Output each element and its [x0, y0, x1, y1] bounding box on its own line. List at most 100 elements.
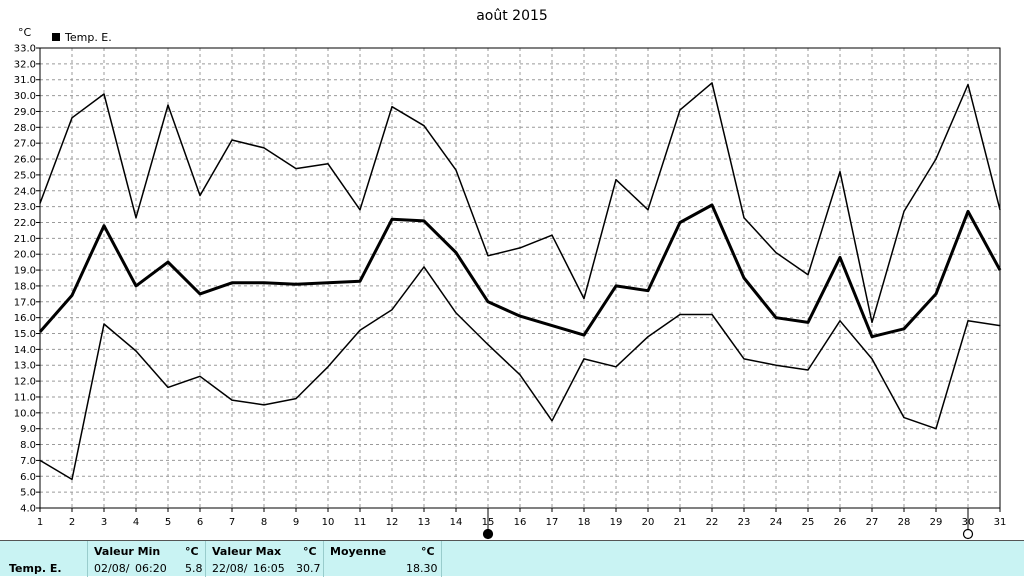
data-point	[807, 369, 809, 371]
data-point	[167, 104, 169, 106]
min-label: Valeur Min	[94, 545, 161, 558]
data-point	[903, 416, 905, 419]
y-tick-label: 18.0	[14, 281, 36, 292]
y-tick-label: 14.0	[14, 345, 36, 356]
data-point	[711, 204, 713, 206]
data-point	[711, 82, 713, 84]
data-point	[839, 171, 841, 173]
max-value: 30.7	[296, 562, 321, 575]
max-unit: °C	[303, 545, 317, 558]
x-tick-label: 11	[354, 517, 367, 528]
y-tick-label: 28.0	[14, 123, 36, 134]
data-point	[551, 324, 553, 327]
y-tick-label: 33.0	[14, 44, 36, 55]
x-tick-label: 6	[197, 517, 203, 528]
data-point	[391, 309, 393, 311]
data-point	[743, 277, 745, 279]
data-point	[935, 428, 937, 430]
data-point	[327, 163, 329, 165]
avg-value: 18.30	[406, 562, 438, 575]
x-tick-label: 8	[261, 517, 267, 528]
data-point	[455, 169, 457, 171]
data-point	[199, 375, 201, 377]
min-date: 02/08/	[94, 562, 130, 575]
data-point	[199, 293, 201, 295]
data-point	[295, 283, 297, 285]
y-tick-label: 24.0	[14, 186, 36, 197]
data-point	[391, 106, 393, 108]
max-time: 16:05	[253, 562, 285, 575]
data-point	[903, 328, 905, 330]
data-point	[647, 209, 649, 211]
data-point	[487, 301, 489, 303]
data-point	[615, 179, 617, 181]
data-point	[679, 221, 681, 224]
x-tick-label: 12	[386, 517, 399, 528]
data-point	[231, 282, 233, 284]
y-tick-label: 4.0	[20, 504, 36, 515]
y-tick-label: 8.0	[20, 440, 36, 451]
x-tick-label: 1	[37, 517, 43, 528]
x-tick-label: 10	[322, 517, 335, 528]
data-point	[423, 125, 425, 127]
data-point	[135, 350, 137, 352]
data-point	[359, 280, 361, 282]
y-tick-label: 25.0	[14, 170, 36, 181]
data-point	[519, 315, 521, 317]
x-tick-label: 22	[706, 517, 719, 528]
y-tick-label: 21.0	[14, 234, 36, 245]
y-unit-label: °C	[18, 26, 32, 39]
data-point	[551, 420, 553, 422]
y-tick-label: 30.0	[14, 91, 36, 102]
x-tick-label: 23	[738, 517, 751, 528]
data-point	[327, 282, 329, 284]
data-point	[967, 83, 969, 86]
avg-label: Moyenne	[330, 545, 387, 558]
y-tick-label: 26.0	[14, 155, 36, 166]
x-tick-label: 20	[642, 517, 655, 528]
data-point	[711, 313, 713, 316]
data-point	[103, 323, 105, 325]
y-tick-label: 11.0	[14, 392, 36, 403]
data-point	[839, 320, 841, 322]
x-tick-label: 3	[101, 517, 107, 528]
data-point	[615, 285, 617, 287]
min-cell: Valeur Min °C 02/08/ 06:20 5.8	[88, 541, 206, 577]
data-point	[103, 93, 105, 95]
data-point	[551, 234, 553, 236]
y-tick-label: 32.0	[14, 59, 36, 70]
data-point	[167, 386, 169, 389]
x-tick-label: 7	[229, 517, 235, 528]
x-tick-label: 5	[165, 517, 171, 528]
data-point	[327, 366, 329, 368]
data-point	[423, 220, 425, 222]
data-point	[871, 321, 873, 324]
y-tick-label: 13.0	[14, 361, 36, 372]
x-tick-label: 4	[133, 517, 139, 528]
data-point	[615, 366, 617, 368]
data-point	[647, 290, 649, 292]
data-point	[359, 209, 361, 211]
data-point	[807, 274, 809, 276]
data-point	[679, 313, 681, 316]
y-tick-label: 15.0	[14, 329, 36, 340]
x-tick-label: 25	[802, 517, 815, 528]
data-point	[295, 397, 297, 400]
y-tick-label: 7.0	[20, 456, 36, 467]
data-point	[71, 294, 73, 297]
data-point	[679, 109, 681, 111]
data-point	[935, 293, 937, 295]
data-point	[135, 285, 137, 287]
x-tick-label: 24	[770, 517, 783, 528]
data-point	[807, 321, 809, 324]
data-point	[519, 247, 521, 249]
data-point	[423, 266, 425, 268]
plot-frame	[39, 47, 1001, 509]
legend-label: Temp. E.	[64, 31, 112, 44]
data-point	[71, 117, 73, 119]
data-point	[231, 399, 233, 401]
avg-cell: Moyenne °C 18.30	[324, 541, 442, 577]
data-point	[263, 147, 265, 149]
data-point	[871, 358, 873, 360]
series-line-1	[39, 82, 1001, 324]
